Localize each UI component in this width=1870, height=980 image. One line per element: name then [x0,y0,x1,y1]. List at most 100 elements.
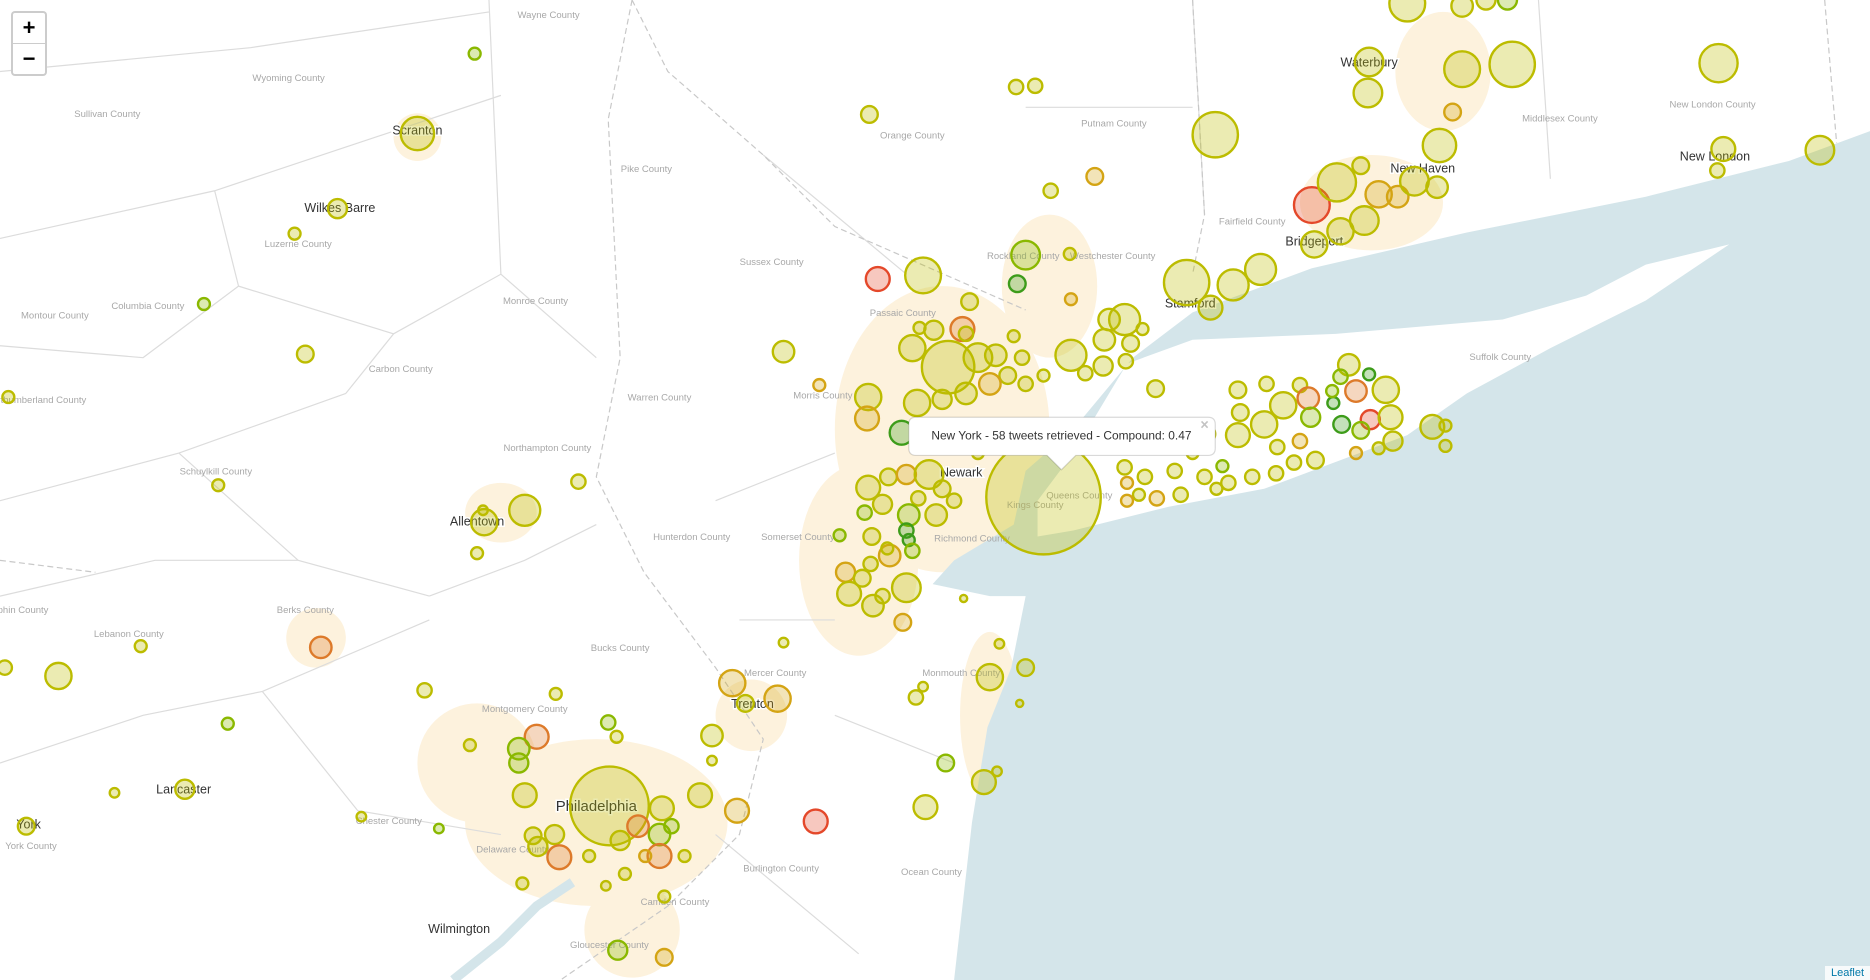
tweet-marker[interactable] [1296,386,1321,411]
tweet-marker[interactable] [1146,379,1166,399]
tweet-marker[interactable] [1228,380,1248,400]
tweet-marker[interactable] [1097,307,1122,332]
tweet-marker[interactable] [862,555,879,573]
tweet-marker[interactable] [763,684,792,713]
tweet-marker[interactable] [1353,46,1385,78]
tweet-marker[interactable] [527,835,549,858]
tweet-marker[interactable] [1326,216,1355,246]
tweet-marker[interactable] [1136,468,1154,486]
tweet-marker[interactable] [1496,0,1519,11]
tweet-marker[interactable] [1316,162,1358,203]
tweet-marker[interactable] [983,343,1008,368]
tweet-marker[interactable] [1230,402,1250,423]
tweet-marker[interactable] [1348,205,1380,237]
tweet-marker[interactable] [1131,487,1147,502]
tweet-marker[interactable] [970,768,998,796]
tweet-marker[interactable] [853,382,883,412]
tweet-marker[interactable] [44,661,73,691]
tweet-marker[interactable] [975,662,1005,692]
tweet-marker[interactable] [912,320,927,336]
tweet-marker[interactable] [511,782,538,809]
tweet-marker[interactable] [515,876,530,891]
tweet-marker[interactable] [1197,294,1224,321]
tweet-marker[interactable] [0,659,14,676]
tweet-marker[interactable] [998,366,1018,386]
tweet-marker[interactable] [1148,490,1166,507]
tweet-marker[interactable] [893,612,913,632]
tweet-marker[interactable] [543,823,566,846]
tweet-marker[interactable] [647,822,672,847]
tweet-marker[interactable] [1475,0,1497,11]
tweet-marker[interactable] [607,939,629,961]
tweet-marker[interactable] [945,492,963,510]
tweet-marker[interactable] [864,265,891,293]
tweet-marker[interactable] [874,587,891,605]
tweet-marker[interactable] [862,526,882,547]
tweet-marker[interactable] [1332,414,1352,434]
tweet-marker[interactable] [1135,321,1150,337]
tweet-marker[interactable] [133,639,148,654]
tweet-marker[interactable] [832,528,847,543]
tweet-marker[interactable] [856,504,873,521]
tweet-marker[interactable] [1421,127,1458,164]
tweet-marker[interactable] [1351,420,1371,440]
tweet-marker[interactable] [1085,166,1105,186]
tweet-marker[interactable] [599,714,617,731]
tweet-marker[interactable] [880,541,895,556]
tweet-marker[interactable] [1010,239,1042,271]
tweet-marker[interactable] [1006,329,1021,344]
tweet-marker[interactable] [287,226,302,241]
tweet-marker[interactable] [523,826,543,846]
tweet-marker[interactable] [1361,367,1377,382]
tweet-marker[interactable] [1007,78,1025,96]
tweet-marker[interactable] [903,256,943,295]
tweet-marker[interactable] [1117,352,1135,370]
tweet-marker[interactable] [917,680,930,693]
tweet-marker[interactable] [1352,77,1384,109]
tweet-marker[interactable] [877,543,902,568]
tweet-marker[interactable] [1267,464,1285,482]
tweet-marker[interactable] [735,693,755,713]
tweet-marker[interactable] [1398,165,1430,197]
tweet-marker[interactable] [1698,42,1739,84]
tweet-marker[interactable] [896,503,921,527]
tweet-marker[interactable] [1292,185,1331,225]
tweet-marker[interactable] [1708,162,1726,179]
tweet-marker[interactable] [1377,404,1404,431]
tweet-marker[interactable] [723,797,751,824]
tweet-marker[interactable] [295,344,315,364]
tweet-marker[interactable] [1268,438,1286,456]
tweet-marker[interactable] [677,848,692,864]
tweet-marker[interactable] [700,723,724,748]
tweet-marker[interactable] [546,844,573,871]
tweet-marker[interactable] [977,371,1002,396]
tweet-marker[interactable] [1710,135,1737,163]
tweet-marker[interactable] [326,197,349,220]
tweet-marker[interactable] [991,765,1003,778]
tweet-marker[interactable] [924,503,949,527]
tweet-marker[interactable] [1488,40,1537,89]
tweet-marker[interactable] [1220,474,1237,492]
tweet-marker[interactable] [1299,230,1329,259]
tweet-marker[interactable] [954,381,978,406]
tweet-marker[interactable] [1258,375,1275,393]
tweet-marker[interactable] [469,507,499,537]
tweet-marker[interactable] [993,637,1006,650]
tweet-marker[interactable] [617,866,633,882]
tweet-marker[interactable] [1371,441,1386,456]
tweet-marker[interactable] [985,438,1102,556]
popup-close[interactable]: × [1200,417,1208,433]
tweet-marker[interactable] [1268,391,1298,420]
tweet-marker[interactable] [508,493,542,527]
tweet-marker[interactable] [1224,422,1252,449]
tweet-marker[interactable] [812,377,827,393]
tweet-marker[interactable] [654,947,674,967]
tweet-marker[interactable] [861,593,885,618]
attribution[interactable]: Leaflet [1824,966,1870,980]
tweet-marker[interactable] [508,752,530,774]
tweet-marker[interactable] [1092,355,1114,377]
zoom-in[interactable]: + [22,15,36,40]
tweet-marker[interactable] [1172,486,1190,504]
tweet-marker[interactable] [1324,383,1340,399]
tweet-marker[interactable] [1116,459,1133,476]
